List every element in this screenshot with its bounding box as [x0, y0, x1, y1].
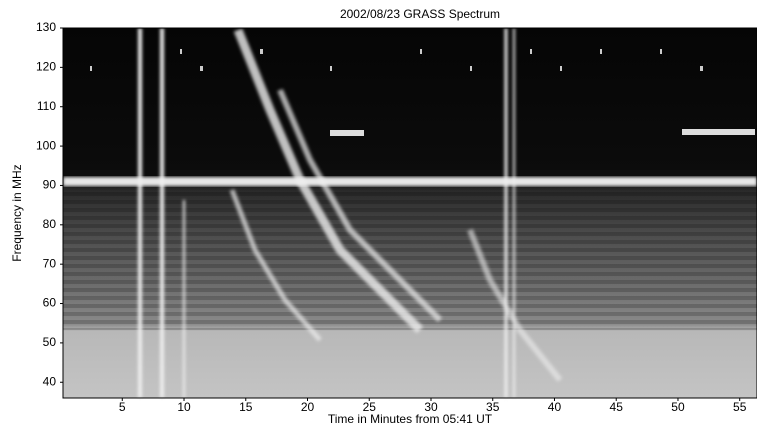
y-tick-label: 100 — [36, 138, 56, 152]
y-tick-label: 60 — [43, 296, 57, 310]
x-tick-label: 10 — [177, 400, 191, 414]
y-tick-label: 120 — [36, 60, 56, 74]
chart-title: 2002/08/23 GRASS Spectrum — [340, 7, 500, 21]
x-axis-label: Time in Minutes from 05:41 UT — [328, 412, 493, 426]
x-tick-label: 5 — [119, 400, 126, 414]
x-tick-label: 40 — [548, 400, 562, 414]
x-tick-label: 50 — [671, 400, 685, 414]
x-tick-label: 30 — [424, 400, 438, 414]
x-tick-label: 35 — [486, 400, 500, 414]
plot-frame — [62, 27, 757, 399]
x-tick-label: 25 — [363, 400, 377, 414]
x-tick-label: 15 — [239, 400, 253, 414]
y-tick-label: 80 — [43, 217, 57, 231]
y-tick-label: 40 — [43, 374, 57, 388]
spectrogram-image — [63, 28, 757, 398]
y-tick-label: 70 — [43, 256, 57, 270]
y-tick-label: 110 — [37, 99, 56, 113]
y-axis-label: Frequency in MHz — [10, 164, 24, 261]
y-tick-label: 50 — [43, 335, 57, 349]
y-tick-label: 130 — [36, 20, 56, 34]
x-tick-label: 45 — [610, 400, 624, 414]
x-tick-label: 55 — [733, 400, 747, 414]
x-tick-label: 20 — [301, 400, 315, 414]
y-tick-label: 90 — [43, 178, 57, 192]
